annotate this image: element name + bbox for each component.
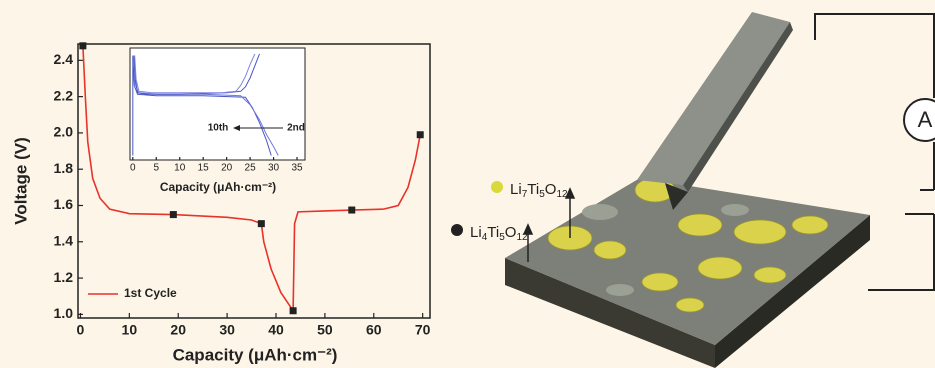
data-marker [170, 211, 177, 218]
y-tick-label: 1.2 [54, 269, 74, 285]
data-marker [258, 220, 265, 227]
data-marker [348, 207, 355, 214]
x-tick-label: 5 [153, 163, 159, 174]
x-tick-label: 40 [268, 322, 284, 338]
y-tick-label: 2.2 [54, 87, 74, 103]
x-tick-label: 25 [245, 163, 257, 174]
element: Ti [527, 181, 539, 198]
element: O [505, 224, 517, 241]
x-tick-label: 0 [77, 322, 85, 338]
inset-frame [130, 48, 305, 160]
element: Li [470, 224, 482, 241]
y-tick-label: 2.4 [54, 51, 74, 67]
legend-label: 1st Cycle [124, 286, 177, 300]
x-tick-label: 60 [366, 322, 382, 338]
x-tick-label: 20 [170, 322, 186, 338]
annotation: 2nd [287, 123, 305, 134]
x-tick-label: 70 [415, 322, 431, 338]
subscript: 12 [556, 189, 568, 200]
y-tick-label: 2.0 [54, 124, 74, 140]
x-tick-label: 0 [130, 163, 136, 174]
x-tick-label: 35 [291, 163, 303, 174]
data-marker [417, 131, 424, 138]
inset-x-axis-title: Capacity (μAh·cm⁻²) [160, 180, 276, 194]
x-tick-label: 10 [174, 163, 186, 174]
element: Ti [487, 224, 499, 241]
x-tick-label: 20 [221, 163, 233, 174]
x-tick-label: 30 [268, 163, 280, 174]
x-tick-label: 50 [317, 322, 333, 338]
data-marker [79, 42, 86, 49]
legend-dot [491, 181, 503, 193]
element: O [545, 181, 557, 198]
element: Li [510, 181, 522, 198]
x-tick-label: 15 [198, 163, 210, 174]
y-axis-title: Voltage (V) [11, 137, 30, 225]
x-axis-title: Capacity (μAh·cm⁻²) [173, 345, 338, 364]
y-tick-label: 1.6 [54, 196, 74, 212]
y-tick-label: 1.0 [54, 305, 74, 321]
y-tick-label: 1.4 [54, 232, 74, 248]
figure: A Capacity (μAh·cm⁻²) Voltage (V) Capaci… [0, 0, 935, 368]
annotation: 10th [208, 123, 229, 134]
legend-dot [451, 224, 463, 236]
ammeter-label: A [918, 107, 933, 132]
data-marker [290, 307, 297, 314]
y-tick-label: 1.8 [54, 160, 74, 176]
subscript: 12 [516, 232, 528, 243]
x-tick-label: 30 [219, 322, 235, 338]
x-tick-label: 10 [122, 322, 138, 338]
